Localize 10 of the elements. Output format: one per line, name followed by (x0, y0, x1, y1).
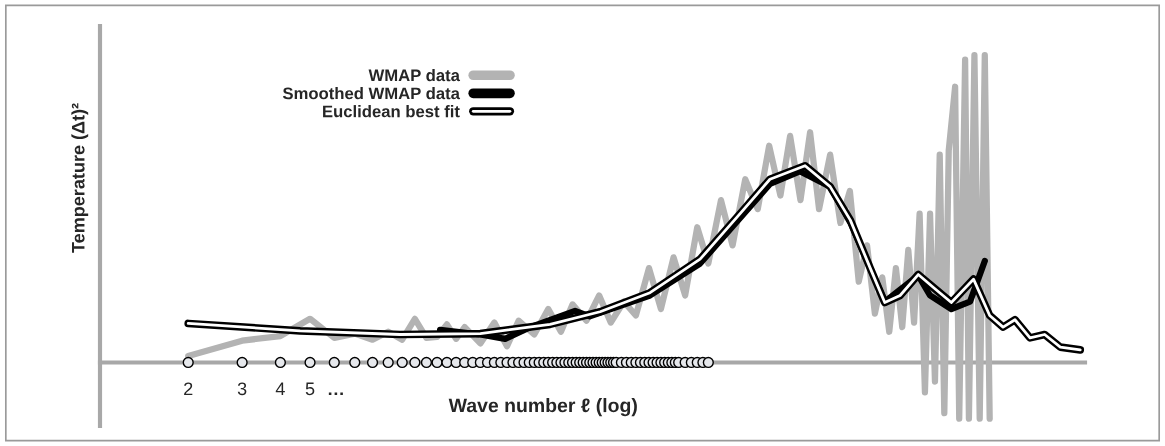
annotation: … (328, 392, 343, 396)
x-axis-title: Wave number ℓ (log) (448, 398, 637, 417)
legend-label: Smoothed WMAP data (282, 87, 461, 100)
x-tick-label: 4 (275, 382, 285, 395)
legend-label: WMAP data (368, 69, 461, 82)
x-tick-label: 3 (237, 382, 247, 396)
legend-label: Euclidean best fit (323, 105, 460, 118)
x-tick-label: 2 (184, 382, 193, 395)
y-axis-title: Temperature (Δt)² (71, 103, 89, 253)
x-tick-label: 5 (305, 382, 315, 396)
